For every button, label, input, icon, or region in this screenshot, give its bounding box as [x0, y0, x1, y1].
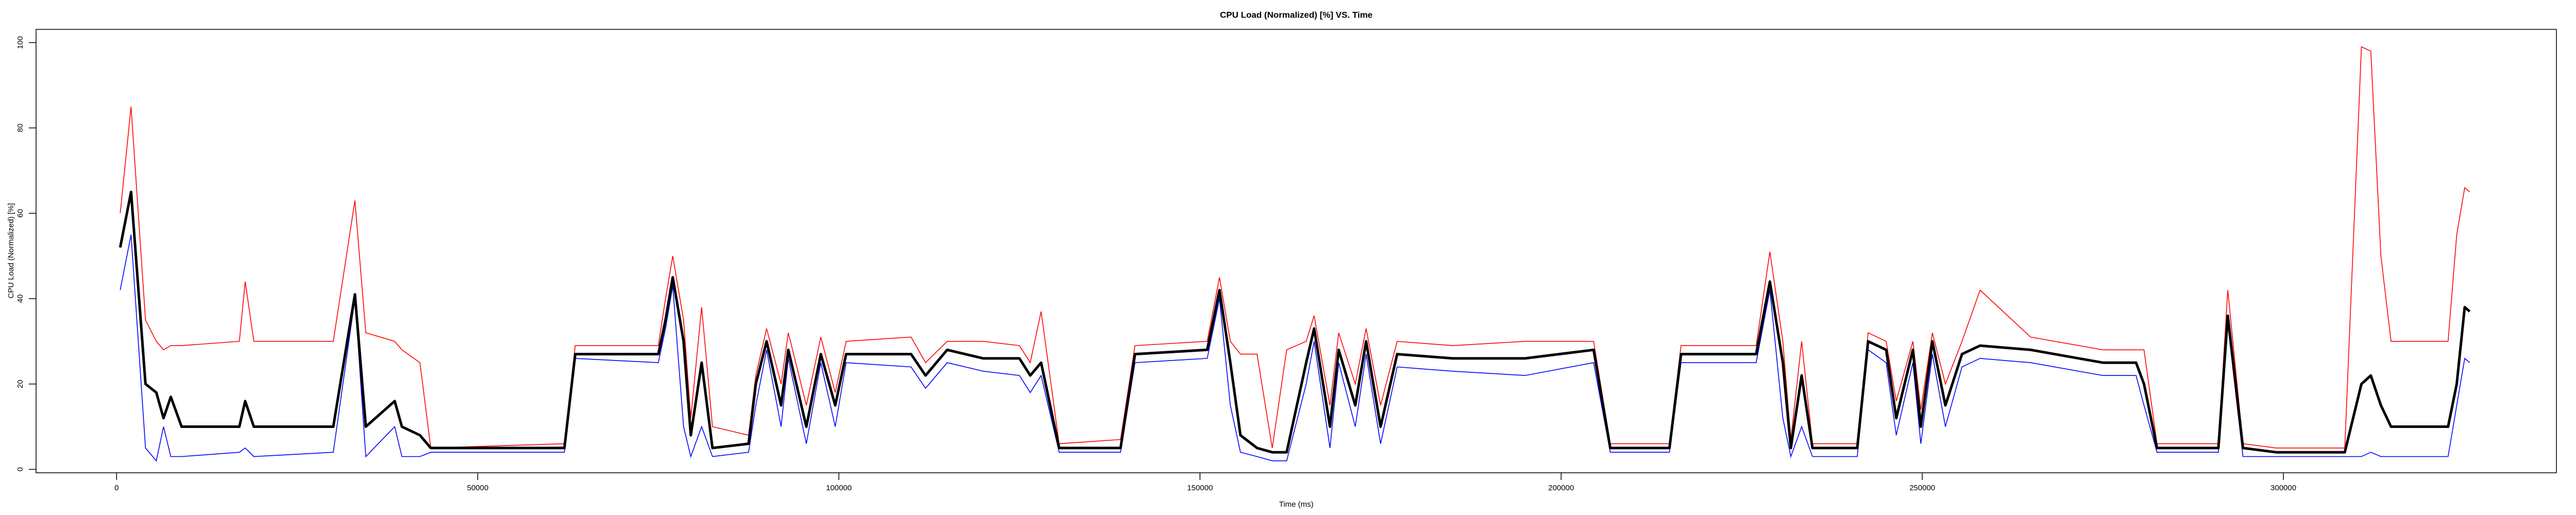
x-tick-label: 100000 — [826, 484, 852, 492]
series-line — [120, 234, 2470, 462]
x-axis-label: Time (ms) — [1279, 500, 1314, 509]
series-line — [120, 46, 2470, 449]
y-axis-label: CPU Load (Normalized) [%] — [7, 203, 15, 298]
y-tick-label: 0 — [16, 467, 25, 471]
y-tick-label: 40 — [16, 295, 25, 303]
x-tick-label: 300000 — [2270, 484, 2296, 492]
x-tick-label: 250000 — [1909, 484, 1935, 492]
chart-title: CPU Load (Normalized) [%] VS. Time — [1220, 10, 1372, 20]
x-tick-label: 150000 — [1187, 484, 1213, 492]
x-tick-label: 50000 — [467, 484, 488, 492]
series-line — [118, 191, 2471, 454]
x-tick-label: 200000 — [1548, 484, 1574, 492]
y-tick-label: 60 — [16, 209, 25, 218]
y-tick-label: 100 — [16, 36, 25, 49]
x-tick-label: 0 — [114, 484, 118, 492]
plot-frame — [36, 29, 2557, 473]
y-tick-label: 20 — [16, 380, 25, 388]
y-tick-label: 80 — [16, 124, 25, 132]
